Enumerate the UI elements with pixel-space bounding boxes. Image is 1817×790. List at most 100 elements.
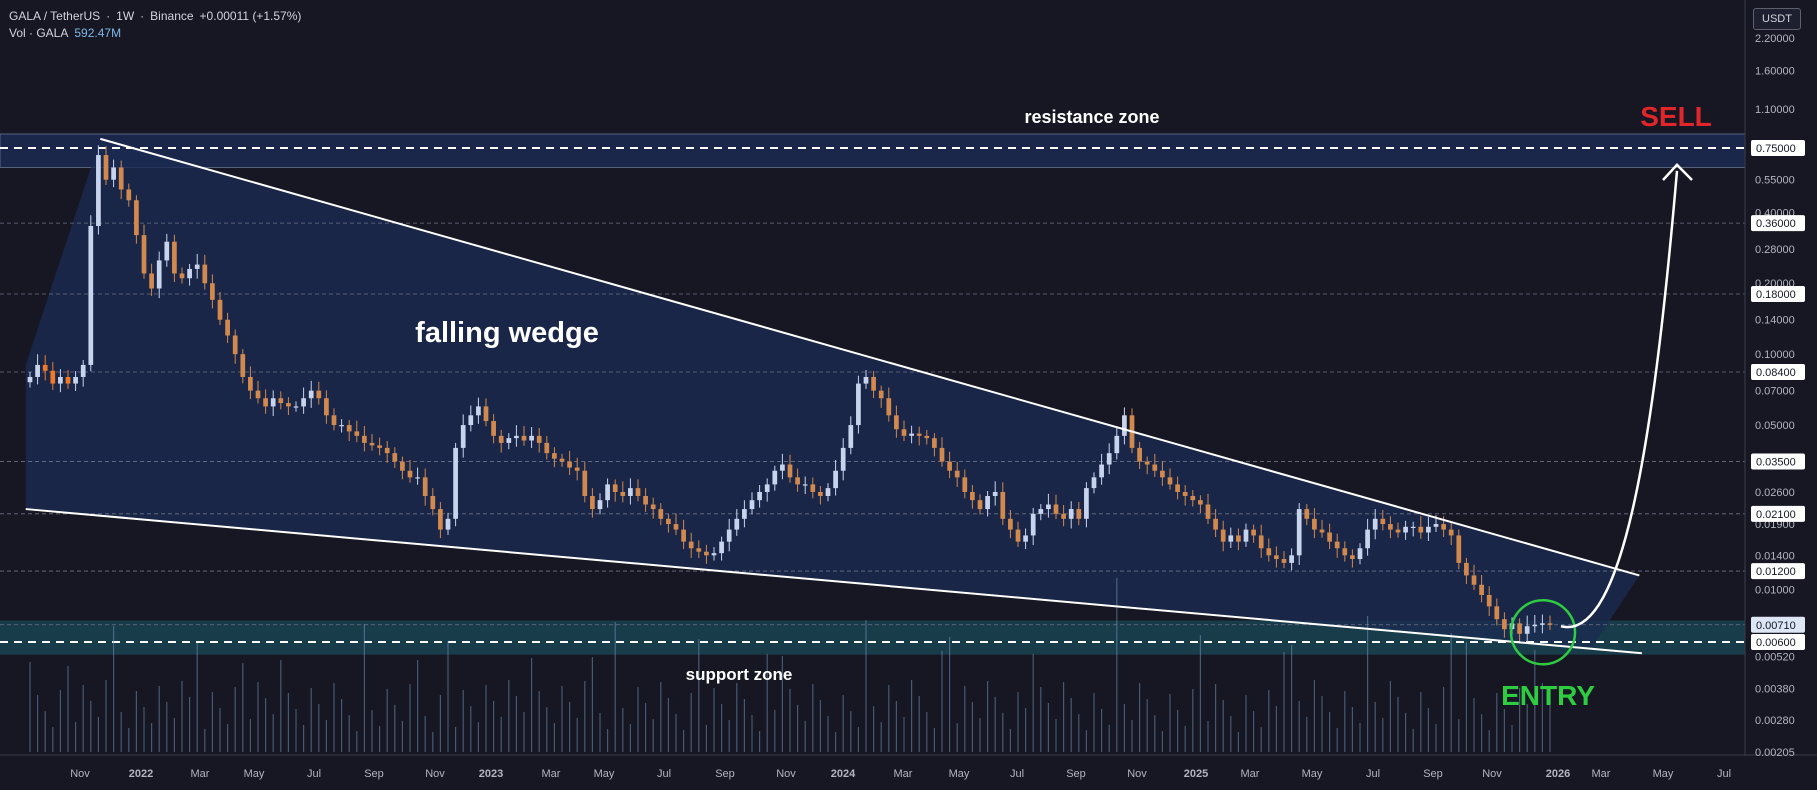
volume-bar (1101, 709, 1103, 752)
price-badge-label: 0.75000 (1756, 143, 1796, 155)
time-axis-label: Sep (715, 768, 735, 780)
time-axis-label: 2025 (1184, 768, 1208, 780)
candle-body (650, 504, 656, 510)
candle-body (324, 398, 329, 416)
volume-bar (850, 711, 852, 752)
candle-body (848, 425, 854, 448)
candle-body (255, 390, 261, 399)
volume-bar (918, 696, 920, 752)
candle-body (1122, 415, 1127, 436)
volume-label[interactable]: Vol · GALA (9, 26, 69, 40)
volume-bar (173, 718, 175, 752)
symbol-name[interactable]: GALA / TetherUS (9, 9, 101, 23)
volume-value: 592.47M (74, 26, 122, 40)
interval[interactable]: 1W (116, 9, 135, 23)
pattern-label: falling wedge (415, 317, 599, 349)
volume-bar (880, 722, 882, 752)
candle-body (1114, 435, 1120, 454)
volume-bar (59, 690, 61, 752)
volume-bar (462, 690, 464, 752)
volume-bar (873, 706, 875, 752)
volume-bar (1336, 728, 1338, 752)
volume-bar (523, 712, 525, 752)
candle-body (719, 541, 724, 554)
candle-body (757, 491, 762, 501)
volume-bar (561, 686, 563, 752)
resistance-zone (0, 133, 1745, 168)
candle-body (232, 335, 238, 355)
volume-bar (698, 639, 700, 752)
candle-body (88, 225, 94, 365)
candle-body (172, 241, 177, 274)
price-axis-label: 1.10000 (1755, 104, 1795, 116)
candle-body (567, 461, 572, 468)
candle-body (1433, 524, 1439, 527)
price-badge (1751, 286, 1805, 303)
volume-bar (1541, 683, 1543, 752)
price-badge-label: 0.18000 (1756, 289, 1796, 301)
sell-label: SELL (1640, 101, 1712, 132)
volume-bar (310, 688, 312, 752)
candle-body (628, 488, 633, 496)
volume-bar (888, 685, 890, 752)
candle-body (1243, 529, 1249, 542)
volume-bar (1374, 702, 1376, 752)
candle-body (1152, 464, 1158, 471)
time-axis-label: Mar (1241, 768, 1260, 780)
candle-body (901, 429, 907, 436)
volume-bar (1283, 652, 1285, 752)
volume-bar (113, 626, 115, 752)
volume-bar (1055, 719, 1057, 752)
price-axis-label: 1.60000 (1755, 65, 1795, 77)
candle-body (377, 445, 382, 448)
volume-bar (1313, 680, 1315, 752)
volume-bar (219, 708, 221, 752)
candle-body (217, 299, 223, 320)
candle-body (468, 415, 474, 426)
candle-body (1304, 509, 1310, 519)
projection-arrow (1560, 170, 1679, 629)
volume-bar (1169, 694, 1171, 752)
candle-body (1441, 524, 1446, 530)
candle-body (1015, 529, 1021, 542)
volume-bar (690, 693, 692, 752)
candle-body (354, 431, 360, 436)
volume-bar (394, 705, 396, 752)
candle-body (1137, 447, 1142, 462)
volume-bar (67, 666, 69, 752)
candle-body (240, 354, 246, 377)
currency-button[interactable]: USDT (1753, 8, 1801, 30)
candle-body (863, 376, 869, 384)
time-axis-label: 2024 (831, 768, 856, 780)
volume-bar (227, 724, 229, 752)
volume-bar (751, 715, 753, 752)
candle-body (149, 273, 154, 289)
candle-body (506, 438, 512, 443)
volume-bar (1458, 719, 1460, 752)
candle-body (1486, 594, 1492, 607)
volume-bar (1511, 725, 1513, 752)
price-axis-label: 0.00380 (1755, 684, 1795, 696)
candle-body (1046, 504, 1051, 510)
volume-bar (417, 660, 419, 752)
entry-label: ENTRY (1501, 680, 1595, 711)
candle-body (590, 495, 595, 510)
volume-bar (1382, 718, 1384, 752)
candle-body (612, 484, 618, 492)
time-axis-label: Nov (1127, 768, 1147, 780)
volume-legend: Vol · GALA 592.47M (9, 26, 127, 40)
wedge-fill (25, 138, 1640, 648)
time-axis-label: Sep (1423, 768, 1443, 780)
candle-body (392, 453, 398, 462)
volume-bar (1139, 683, 1141, 752)
volume-bar (493, 701, 495, 752)
volume-bar (1503, 709, 1505, 752)
candle-body (1023, 535, 1028, 542)
candle-body (1464, 562, 1469, 576)
time-axis-label: 2026 (1546, 768, 1570, 780)
candle-body (1357, 548, 1363, 560)
candle-body (1532, 624, 1538, 627)
candle-body (856, 383, 861, 426)
candle-body (1281, 559, 1287, 563)
